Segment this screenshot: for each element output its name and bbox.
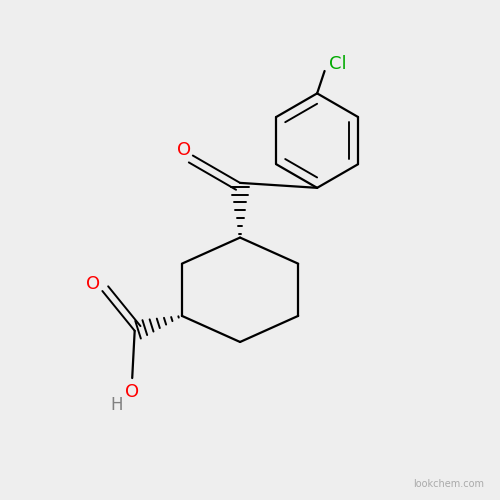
Text: H: H bbox=[110, 396, 122, 414]
Text: O: O bbox=[177, 140, 191, 158]
Text: O: O bbox=[125, 383, 140, 401]
Text: Cl: Cl bbox=[328, 54, 346, 72]
Text: O: O bbox=[86, 274, 101, 292]
Text: lookchem.com: lookchem.com bbox=[412, 478, 484, 488]
